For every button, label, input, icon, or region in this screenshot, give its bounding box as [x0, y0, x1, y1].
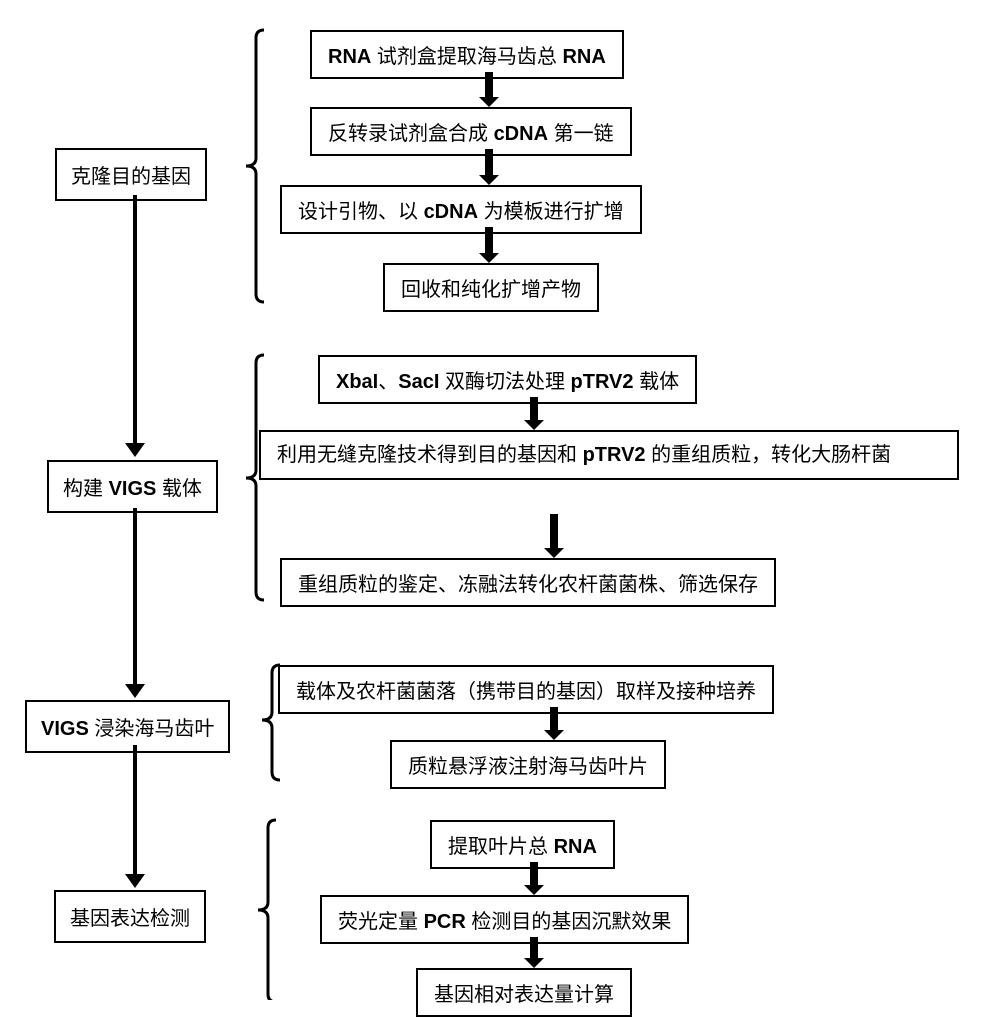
step-2a-after: 载体	[634, 371, 680, 393]
step-2a-b2: SacI	[398, 371, 439, 393]
stage-label-1: 克隆目的基因	[55, 148, 207, 201]
step-2b-l1a: 利用无缝克隆技术得到目的基因和	[277, 444, 583, 466]
step-4a-bold: RNA	[554, 836, 597, 858]
step-1b-post: 第一链	[548, 123, 614, 145]
stage-label-4: 基因表达检测	[54, 890, 206, 943]
step-2a-m1: 、	[378, 371, 398, 393]
step-1b-pre: 反转录试剂盒合成	[328, 123, 494, 145]
step-2a-b3: pTRV2	[571, 371, 634, 393]
step-4a: 提取叶片总 RNA	[430, 820, 615, 869]
step-1b-bold: cDNA	[494, 123, 548, 145]
stage-label-3: VIGS 浸染海马齿叶	[25, 700, 230, 753]
step-1c-pre: 设计引物、以	[298, 201, 424, 223]
step-2b-l1d: ，	[751, 444, 771, 466]
step-1d: 回收和纯化扩增产物	[383, 263, 599, 312]
step-2b-l1c: 的重组质粒	[646, 444, 752, 466]
step-1b: 反转录试剂盒合成 cDNA 第一链	[310, 107, 632, 156]
step-1a-mid: 试剂盒提取海马齿总	[371, 46, 562, 68]
step-3a: 载体及农杆菌菌落（携带目的基因）取样及接种培养	[278, 665, 774, 714]
stage-label-2: 构建 VIGS 载体	[47, 460, 218, 513]
step-1c: 设计引物、以 cDNA 为模板进行扩增	[280, 185, 642, 234]
step-4a-pre: 提取叶片总	[448, 836, 554, 858]
step-1c-post: 为模板进行扩增	[478, 201, 624, 223]
step-2b: 利用无缝克隆技术得到目的基因和 pTRV2 的重组质粒，转化大肠杆菌	[259, 430, 959, 480]
step-4b-post: 检测目的基因沉默效果	[466, 911, 672, 933]
step-1a-bold1: RNA	[328, 46, 371, 68]
step-1c-bold: cDNA	[424, 201, 478, 223]
step-4b-bold: PCR	[424, 911, 466, 933]
stage-2-bold: VIGS	[109, 478, 157, 500]
step-4b-pre: 荧光定量	[338, 911, 424, 933]
stage-2-pre: 构建	[63, 478, 109, 500]
stage-3-post: 浸染海马齿叶	[89, 718, 215, 740]
stage-2-post: 载体	[156, 478, 202, 500]
stage-3-bold: VIGS	[41, 718, 89, 740]
step-4b: 荧光定量 PCR 检测目的基因沉默效果	[320, 895, 689, 944]
step-1a: RNA 试剂盒提取海马齿总 RNA	[310, 30, 624, 79]
step-2a: XbaI、SacI 双酶切法处理 pTRV2 载体	[318, 355, 697, 404]
step-2b-l1b: pTRV2	[583, 444, 646, 466]
step-2a-b1: XbaI	[336, 371, 378, 393]
step-2c: 重组质粒的鉴定、冻融法转化农杆菌菌株、筛选保存	[280, 558, 776, 607]
step-4c: 基因相对表达量计算	[416, 968, 632, 1017]
step-1a-bold2: RNA	[562, 46, 605, 68]
step-3b: 质粒悬浮液注射海马齿叶片	[390, 740, 666, 789]
step-2a-m2: 双酶切法处理	[439, 371, 570, 393]
step-2b-l2: 转化大肠杆菌	[771, 444, 891, 466]
